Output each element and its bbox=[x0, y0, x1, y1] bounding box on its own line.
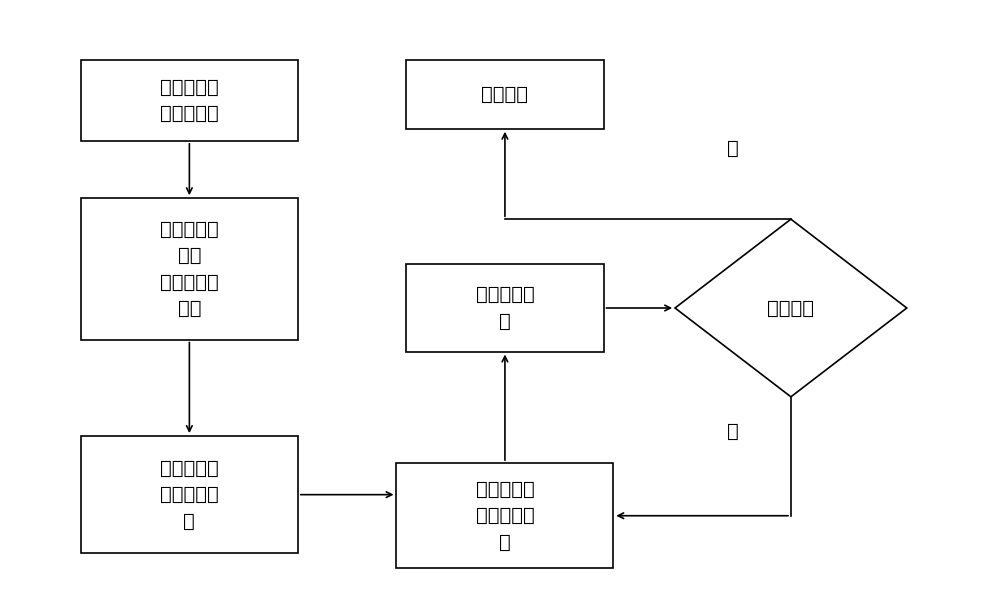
Text: 校验矩阵: 校验矩阵 bbox=[481, 85, 528, 103]
Text: 将变量节点
度数升序排
列: 将变量节点 度数升序排 列 bbox=[160, 459, 219, 530]
Bar bbox=[81, 436, 298, 553]
Text: 是: 是 bbox=[727, 422, 739, 441]
Bar bbox=[406, 60, 604, 129]
Text: 否: 否 bbox=[727, 139, 739, 158]
Text: 变量节点度
分布
校验节点度
分布: 变量节点度 分布 校验节点度 分布 bbox=[160, 220, 219, 318]
Text: 渐进边算法
构造校验矩
阵: 渐进边算法 构造校验矩 阵 bbox=[476, 480, 534, 552]
Bar bbox=[406, 264, 604, 352]
Bar bbox=[396, 463, 613, 569]
Text: 四环检索删
除: 四环检索删 除 bbox=[476, 285, 534, 331]
Bar bbox=[81, 198, 298, 339]
Polygon shape bbox=[675, 219, 907, 397]
Bar bbox=[81, 60, 298, 141]
Text: 优化幂律分
布指数设计: 优化幂律分 布指数设计 bbox=[160, 78, 219, 123]
Text: 含有四环: 含有四环 bbox=[767, 299, 814, 317]
